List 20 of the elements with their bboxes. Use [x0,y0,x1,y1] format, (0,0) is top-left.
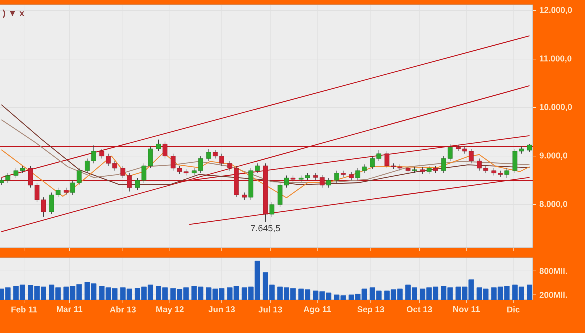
x-tick-label: Sep 13 [358,306,384,314]
y-tick-label: 10.000,0 [540,104,572,112]
x-tick-label: Jul 13 [258,306,282,313]
x-tick-label: Feb 11 [12,306,38,313]
x-tick-label: Mar 11 [57,306,83,312]
x-tick-label: Dic [508,306,520,313]
y-tick-label: 800Mll. [540,268,568,274]
annotation: ) ▼ x [2,10,25,18]
y-tick-label: 9.000,0 [540,152,568,160]
y-tick-label: 8.000,0 [540,201,568,208]
y-tick-label: 11.000,0 [540,56,572,63]
x-tick-label: May 12 [156,306,184,314]
x-tick-label: Ago 11 [304,306,332,314]
x-tick-label: Jun 13 [208,306,236,313]
annotation: 7.645,5 [251,225,280,233]
y-tick-label: 12.000,0 [540,7,572,14]
x-tick-label: Oct 13 [407,306,432,313]
x-tick-label: Abr 13 [110,306,136,313]
x-tick-label: Nov 11 [453,306,480,312]
y-tick-label: 200Mll. [540,292,568,298]
